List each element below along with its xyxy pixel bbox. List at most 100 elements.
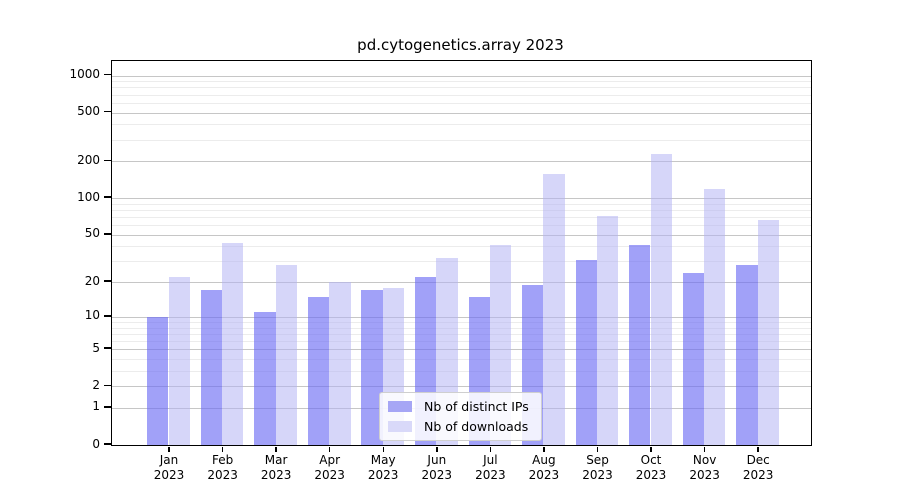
bar-downloads-jan bbox=[168, 277, 190, 445]
gridline-minor-3 bbox=[112, 370, 811, 372]
bar-distinct-ips-apr bbox=[307, 296, 330, 445]
legend: Nb of distinct IPs Nb of downloads bbox=[379, 392, 542, 441]
gridline-minor-6 bbox=[112, 340, 811, 342]
gridline-minor-90 bbox=[112, 203, 811, 205]
legend-swatch-downloads bbox=[388, 421, 412, 432]
legend-swatch-distinct-ips bbox=[388, 401, 412, 412]
bar-downloads-nov bbox=[704, 188, 726, 445]
legend-label-downloads: Nb of downloads bbox=[424, 419, 529, 434]
gridline-minor-7 bbox=[112, 333, 811, 335]
legend-row-distinct-ips: Nb of distinct IPs bbox=[388, 398, 529, 415]
x-tick-label-jan: Jan 2023 bbox=[153, 453, 185, 482]
x-tick-label-feb: Feb 2023 bbox=[207, 453, 238, 482]
bar-distinct-ips-may bbox=[361, 290, 383, 445]
gridline-major-5 bbox=[112, 349, 811, 351]
x-tick-mark-jun bbox=[436, 447, 438, 452]
gridline-minor-70 bbox=[112, 217, 811, 218]
x-tick-mark-may bbox=[382, 447, 384, 452]
y-tick-mark-200 bbox=[104, 159, 111, 162]
x-tick-mark-nov bbox=[703, 447, 706, 452]
x-tick-label-may: May 2023 bbox=[367, 453, 399, 482]
gridline-minor-400 bbox=[112, 124, 811, 126]
x-tick-mark-sep bbox=[596, 447, 599, 452]
gridline-major-500 bbox=[112, 112, 811, 114]
x-tick-label-jul: Jul 2023 bbox=[475, 453, 506, 482]
plot-canvas bbox=[112, 61, 811, 445]
y-tick-mark-500 bbox=[104, 110, 111, 113]
gridline-minor-9 bbox=[112, 321, 811, 323]
x-tick-label-dec: Dec 2023 bbox=[742, 453, 774, 482]
gridline-minor-30 bbox=[112, 261, 811, 263]
y-tick-label-50: 50 bbox=[84, 226, 100, 241]
y-tick-mark-1 bbox=[104, 406, 111, 408]
gridline-minor-600 bbox=[112, 102, 811, 104]
y-tick-label-500: 500 bbox=[77, 104, 100, 118]
gridline-major-100 bbox=[112, 198, 811, 200]
x-tick-mark-feb bbox=[221, 447, 224, 452]
y-tick-mark-1000 bbox=[104, 73, 111, 76]
y-tick-label-0: 0 bbox=[92, 436, 100, 451]
x-tick-label-oct: Oct 2023 bbox=[635, 453, 667, 482]
bar-downloads-dec bbox=[757, 220, 780, 445]
y-tick-label-1: 1 bbox=[92, 399, 100, 414]
bar-downloads-aug bbox=[543, 174, 565, 445]
gridline-minor-800 bbox=[112, 87, 811, 89]
gridline-minor-40 bbox=[112, 246, 811, 248]
legend-row-downloads: Nb of downloads bbox=[388, 418, 529, 435]
x-tick-label-sep: Sep 2023 bbox=[582, 453, 613, 482]
y-tick-mark-20 bbox=[104, 280, 111, 282]
bar-distinct-ips-mar bbox=[254, 312, 276, 445]
gridline-minor-8 bbox=[112, 327, 811, 329]
y-tick-label-100: 100 bbox=[77, 189, 100, 204]
x-tick-label-jun: Jun 2023 bbox=[421, 453, 453, 482]
gridline-minor-300 bbox=[112, 139, 811, 141]
bar-distinct-ips-feb bbox=[200, 290, 223, 445]
y-tick-label-1000: 1000 bbox=[69, 67, 100, 81]
y-tick-mark-100 bbox=[104, 196, 111, 198]
x-tick-label-nov: Nov 2023 bbox=[689, 453, 720, 482]
gridline-minor-900 bbox=[112, 81, 811, 83]
bar-downloads-apr bbox=[329, 282, 351, 445]
bar-downloads-feb bbox=[222, 242, 244, 445]
x-tick-mark-aug bbox=[543, 447, 545, 452]
x-tick-mark-jul bbox=[489, 447, 492, 452]
x-tick-label-apr: Apr 2023 bbox=[314, 453, 345, 482]
bar-downloads-mar bbox=[275, 264, 297, 445]
gridline-major-10 bbox=[112, 316, 811, 318]
y-tick-mark-10 bbox=[104, 315, 111, 317]
x-tick-mark-dec bbox=[757, 447, 759, 452]
bar-distinct-ips-dec bbox=[736, 264, 758, 445]
y-tick-label-20: 20 bbox=[84, 273, 100, 288]
gridline-major-20 bbox=[112, 282, 811, 284]
gridline-minor-60 bbox=[112, 225, 811, 227]
chart-title: pd.cytogenetics.array 2023 bbox=[357, 36, 564, 54]
gridline-major-2 bbox=[112, 386, 811, 388]
legend-label-distinct-ips: Nb of distinct IPs bbox=[424, 399, 529, 414]
bar-distinct-ips-nov bbox=[682, 272, 705, 445]
x-tick-mark-apr bbox=[328, 447, 331, 452]
bar-distinct-ips-jan bbox=[147, 316, 169, 445]
x-tick-label-mar: Mar 2023 bbox=[260, 453, 292, 482]
bar-distinct-ips-oct bbox=[629, 245, 651, 445]
gridline-major-200 bbox=[112, 161, 811, 163]
gridline-minor-80 bbox=[112, 210, 811, 211]
x-tick-mark-jan bbox=[168, 447, 170, 452]
bar-downloads-oct bbox=[650, 153, 672, 445]
bar-downloads-sep bbox=[597, 216, 619, 445]
x-tick-label-aug: Aug 2023 bbox=[528, 453, 560, 482]
gridline-minor-4 bbox=[112, 358, 811, 360]
y-tick-label-200: 200 bbox=[77, 152, 100, 167]
y-tick-mark-2 bbox=[104, 384, 111, 386]
y-tick-mark-50 bbox=[104, 233, 111, 235]
x-tick-mark-mar bbox=[275, 447, 277, 452]
x-tick-mark-oct bbox=[650, 447, 652, 452]
bar-distinct-ips-sep bbox=[575, 259, 597, 445]
gridline-major-1000 bbox=[112, 75, 811, 77]
gridline-minor-700 bbox=[112, 94, 811, 96]
y-tick-label-2: 2 bbox=[92, 377, 100, 392]
y-tick-label-5: 5 bbox=[92, 340, 100, 355]
y-tick-label-10: 10 bbox=[84, 308, 100, 323]
y-tick-mark-5 bbox=[104, 347, 111, 349]
y-tick-mark-0 bbox=[104, 443, 111, 445]
